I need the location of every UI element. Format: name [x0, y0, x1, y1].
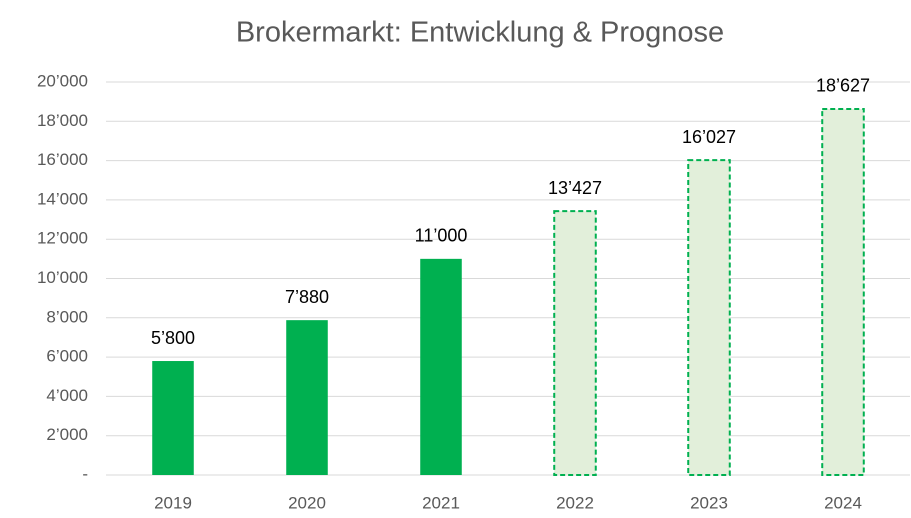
y-tick-label: 20’000 [37, 71, 88, 90]
value-label: 16’027 [682, 127, 736, 147]
bar [420, 258, 462, 475]
value-label: 13’427 [548, 178, 602, 198]
y-tick-label: 8’000 [46, 307, 88, 326]
chart-title: Brokermarkt: Entwicklung & Prognose [236, 17, 724, 49]
y-tick-label: 4’000 [46, 386, 88, 405]
bar [152, 361, 194, 475]
y-tick-label: - [82, 464, 88, 483]
bar [821, 107, 865, 476]
y-tick-label: 6’000 [46, 347, 88, 366]
y-tick-label: 14’000 [37, 189, 88, 208]
bar [553, 210, 597, 476]
x-tick-label: 2021 [422, 493, 460, 512]
x-tick-label: 2020 [288, 493, 326, 512]
x-tick-label: 2022 [556, 493, 594, 512]
value-label: 5’800 [151, 328, 195, 348]
x-tick-label: 2024 [824, 493, 862, 512]
value-label: 18’627 [816, 76, 870, 96]
y-tick-label: 10’000 [37, 268, 88, 287]
y-tick-label: 12’000 [37, 229, 88, 248]
x-tick-label: 2019 [154, 493, 192, 512]
x-tick-label: 2023 [690, 493, 728, 512]
bar [286, 320, 328, 475]
value-label: 11’000 [415, 226, 468, 246]
y-tick-label: 18’000 [37, 111, 88, 130]
y-tick-label: 16’000 [37, 150, 88, 169]
bar [687, 159, 731, 476]
value-label: 7’880 [285, 287, 329, 307]
y-tick-label: 2’000 [46, 425, 88, 444]
